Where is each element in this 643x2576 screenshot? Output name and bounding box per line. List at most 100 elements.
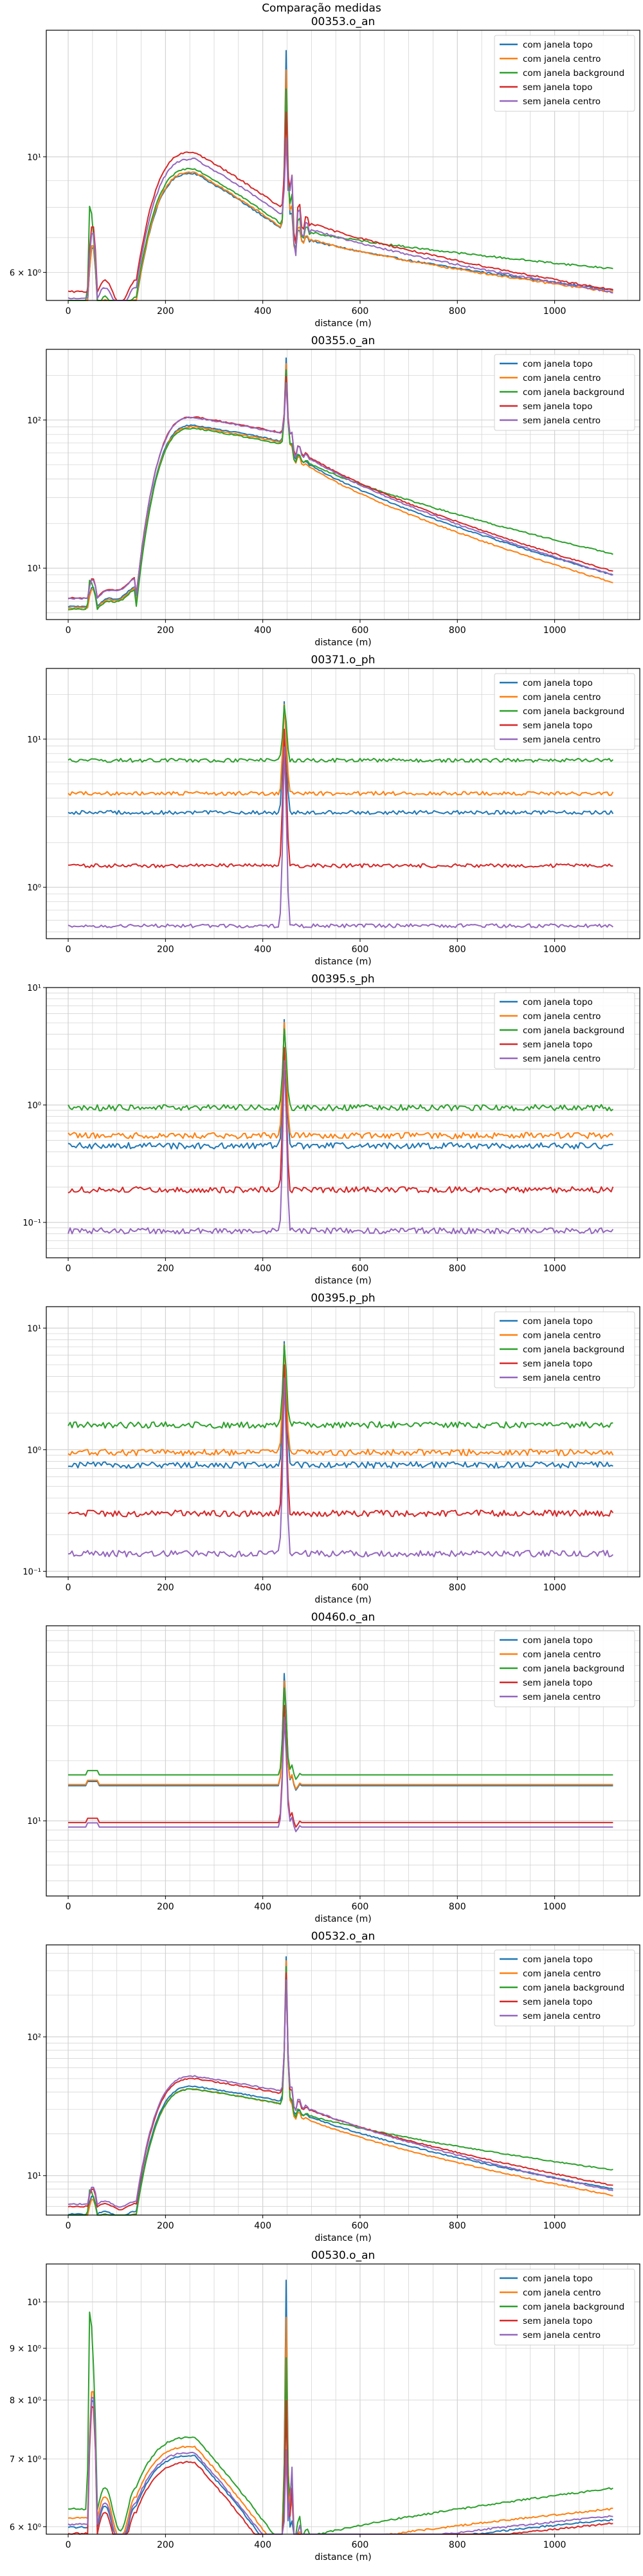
chart-title: 00460.o_an [311, 1611, 376, 1624]
series-line [68, 1341, 613, 1469]
plot-frame [46, 987, 640, 1258]
y-tick-label: 10⁰ [27, 883, 41, 893]
y-tick-label: 9 × 10⁰ [10, 2344, 41, 2354]
series-line [68, 1047, 614, 1194]
x-tick-label: 600 [352, 1902, 369, 1912]
x-axis-label: distance (m) [314, 1914, 371, 1924]
legend-entry: sem janela topo [523, 1040, 592, 1050]
legend-entry: com janela topo [523, 678, 593, 688]
x-tick-label: 0 [66, 2221, 71, 2231]
legend-entry: com janela centro [523, 1969, 601, 1979]
legend-entry: sem janela centro [523, 1373, 601, 1383]
series-line [68, 704, 614, 763]
y-tick-label: 10¹ [27, 564, 41, 574]
series-line [68, 137, 613, 301]
series-group [68, 701, 614, 928]
legend-entry: com janela topo [523, 1316, 593, 1327]
legend-box [494, 354, 635, 431]
plot-frame [46, 2263, 640, 2535]
y-tick-label: 10¹ [27, 1817, 41, 1826]
x-tick-label: 0 [66, 1583, 71, 1593]
legend-entry: com janela background [523, 706, 624, 717]
x-axis-label: distance (m) [314, 1276, 371, 1286]
x-tick-label: 0 [66, 2540, 71, 2550]
legend: com janela topo com janela centro com jane… [494, 2268, 635, 2346]
x-tick-label: 600 [352, 944, 369, 955]
x-tick-label: 200 [157, 944, 174, 955]
x-tick-label: 400 [254, 625, 271, 636]
chart-title: 00530.o_an [311, 2249, 376, 2262]
chart-panel: 00395.p_ph 0 200 400 600 800 1000 10⁻¹ 10⁰ 10¹ dis… [23, 1292, 640, 1605]
x-tick-label: 200 [157, 2540, 174, 2550]
legend-entry: com janela topo [523, 1955, 593, 1965]
series-line [68, 382, 613, 600]
y-tick-label: 10¹ [27, 735, 41, 745]
x-axis-label: distance (m) [314, 638, 371, 648]
x-tick-label: 1000 [543, 2540, 566, 2550]
x-axis-label: distance (m) [314, 2233, 371, 2243]
x-axis-label: distance (m) [314, 1595, 371, 1605]
series-line [68, 1673, 613, 1791]
series-line [68, 1687, 613, 1780]
x-axis-label: distance (m) [314, 318, 371, 329]
chart-title: 00353.o_an [311, 15, 376, 28]
y-tick-label: 6 × 10⁰ [10, 2523, 41, 2532]
y-tick-label: 10¹ [27, 2172, 41, 2182]
series-line [68, 746, 614, 928]
y-tick-label: 7 × 10⁰ [10, 2455, 41, 2465]
x-tick-label: 200 [157, 1264, 174, 1274]
legend-box [494, 1630, 635, 1707]
series-line [68, 728, 613, 869]
series-line [68, 1022, 614, 1139]
x-axis-label: distance (m) [314, 957, 371, 967]
chart-title: 00371.o_ph [311, 654, 376, 667]
series-group [68, 1673, 613, 1832]
legend-entry: com janela centro [523, 1330, 601, 1341]
chart-title: 00395.s_ph [311, 973, 374, 986]
legend-box [494, 1949, 635, 2027]
y-tick-label: 10⁰ [27, 1101, 41, 1111]
x-tick-label: 800 [449, 944, 466, 955]
x-tick-label: 400 [254, 944, 271, 955]
x-tick-label: 800 [449, 2221, 466, 2231]
legend-entry: com janela topo [523, 40, 593, 50]
x-tick-label: 400 [254, 306, 271, 317]
series-line [68, 1965, 613, 2216]
legend-entry: com janela centro [523, 54, 601, 64]
legend: com janela topo com janela centro com jane… [494, 992, 635, 1069]
plot-frame [46, 668, 640, 939]
x-tick-label: 0 [66, 944, 71, 955]
legend-entry: com janela centro [523, 2288, 601, 2298]
y-tick-label: 10¹ [27, 984, 41, 993]
legend-entry: sem janela topo [523, 82, 592, 93]
series-line [68, 1344, 613, 1429]
y-tick-label: 6 × 10⁰ [10, 268, 41, 278]
x-tick-label: 0 [66, 306, 71, 317]
chart-panel: 00460.o_an 0 200 400 600 800 1000 10¹ distance (… [27, 1611, 640, 1924]
series-line [68, 1060, 614, 1235]
x-tick-label: 400 [254, 1264, 271, 1274]
legend-entry: com janela background [523, 1983, 624, 1993]
x-tick-label: 800 [449, 1264, 466, 1274]
legend-box [494, 673, 635, 750]
x-tick-label: 1000 [543, 1264, 566, 1274]
x-tick-label: 1000 [543, 1583, 566, 1593]
legend: com janela topo com janela centro com jane… [494, 673, 635, 750]
series-line [68, 1979, 613, 2208]
legend-box [494, 2268, 635, 2346]
y-tick-label: 10⁻¹ [23, 1219, 41, 1228]
x-tick-label: 1000 [543, 944, 566, 955]
legend-entry: sem janela centro [523, 97, 601, 107]
legend-entry: com janela centro [523, 1650, 601, 1660]
legend-entry: sem janela topo [523, 1997, 592, 2007]
chart-panel: 00353.o_an 0 200 400 600 800 1000 6 × 10⁰ 10¹ dis… [10, 15, 640, 329]
series-line [68, 1716, 613, 1832]
legend-entry: sem janela topo [523, 401, 592, 412]
x-tick-label: 200 [157, 306, 174, 317]
x-tick-label: 400 [254, 2540, 271, 2550]
plot-frame [46, 1944, 640, 2216]
legend-entry: com janela background [523, 1664, 624, 1674]
series-group [68, 357, 613, 611]
